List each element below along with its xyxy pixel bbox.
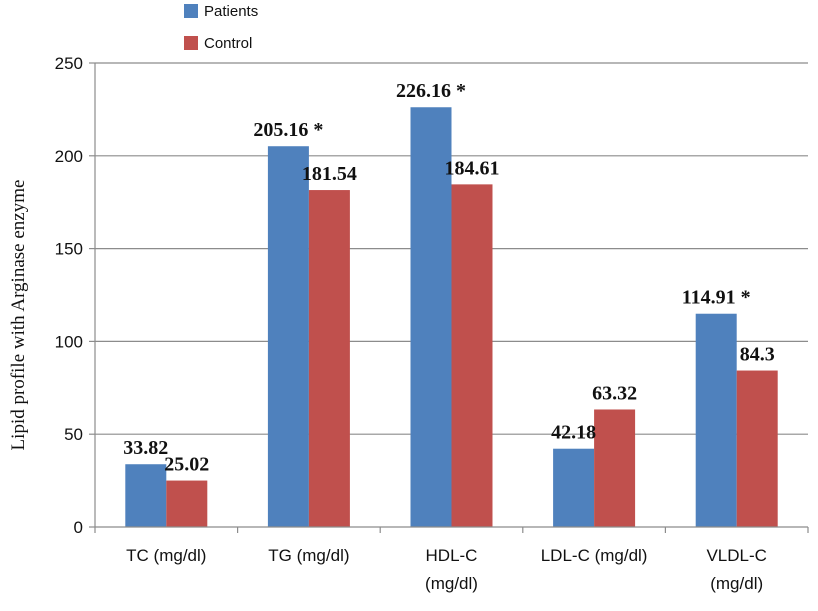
bars bbox=[125, 107, 778, 528]
bar-control bbox=[166, 480, 208, 527]
y-tick-label: 50 bbox=[64, 425, 83, 444]
y-tick-labels: 0 50 100 150 200 250 bbox=[55, 54, 83, 537]
bar-patients bbox=[410, 107, 452, 527]
x-category-label: VLDL-C bbox=[706, 546, 766, 565]
data-label: 184.61 bbox=[445, 157, 500, 179]
x-category-label: TG (mg/dl) bbox=[268, 546, 349, 565]
data-label: 33.82 bbox=[123, 437, 168, 459]
bar-control bbox=[451, 184, 493, 528]
legend: Patients Control bbox=[184, 3, 258, 52]
legend-label: Patients bbox=[204, 3, 258, 20]
data-label: 42.18 bbox=[551, 422, 596, 444]
x-category-label: (mg/dl) bbox=[425, 574, 478, 593]
data-label: 181.54 bbox=[302, 163, 357, 185]
y-tick-label: 250 bbox=[55, 54, 83, 73]
legend-label: Control bbox=[204, 35, 252, 52]
x-category-labels: TC (mg/dl) TG (mg/dl) HDL-C (mg/dl) LDL-C (m… bbox=[126, 546, 767, 593]
x-category-label: HDL-C bbox=[426, 546, 478, 565]
y-tick-label: 200 bbox=[55, 147, 83, 166]
legend-swatch bbox=[184, 4, 198, 18]
bar-patients bbox=[553, 448, 595, 527]
axes bbox=[89, 62, 809, 533]
bar-control bbox=[736, 370, 778, 527]
legend-swatch bbox=[184, 36, 198, 50]
data-label: 63.32 bbox=[592, 382, 637, 404]
y-tick-label: 150 bbox=[55, 240, 83, 259]
bar-patients bbox=[695, 313, 737, 527]
data-label: 226.16 * bbox=[396, 80, 466, 102]
bar-patients bbox=[267, 146, 309, 528]
data-label: 84.3 bbox=[740, 344, 775, 366]
bar-control bbox=[594, 409, 636, 527]
data-label: 205.16 * bbox=[253, 119, 323, 141]
x-category-label: LDL-C (mg/dl) bbox=[541, 546, 648, 565]
y-tick-label: 0 bbox=[74, 518, 83, 537]
x-category-label: (mg/dl) bbox=[710, 574, 763, 593]
bar-control bbox=[308, 190, 350, 527]
bar-patients bbox=[125, 464, 167, 527]
x-category-label: TC (mg/dl) bbox=[126, 546, 206, 565]
data-label: 25.02 bbox=[164, 454, 209, 476]
y-tick-label: 100 bbox=[55, 332, 83, 351]
y-axis-label: Lipid profile with Arginase enzyme bbox=[8, 180, 29, 451]
data-label: 114.91 * bbox=[682, 287, 751, 309]
